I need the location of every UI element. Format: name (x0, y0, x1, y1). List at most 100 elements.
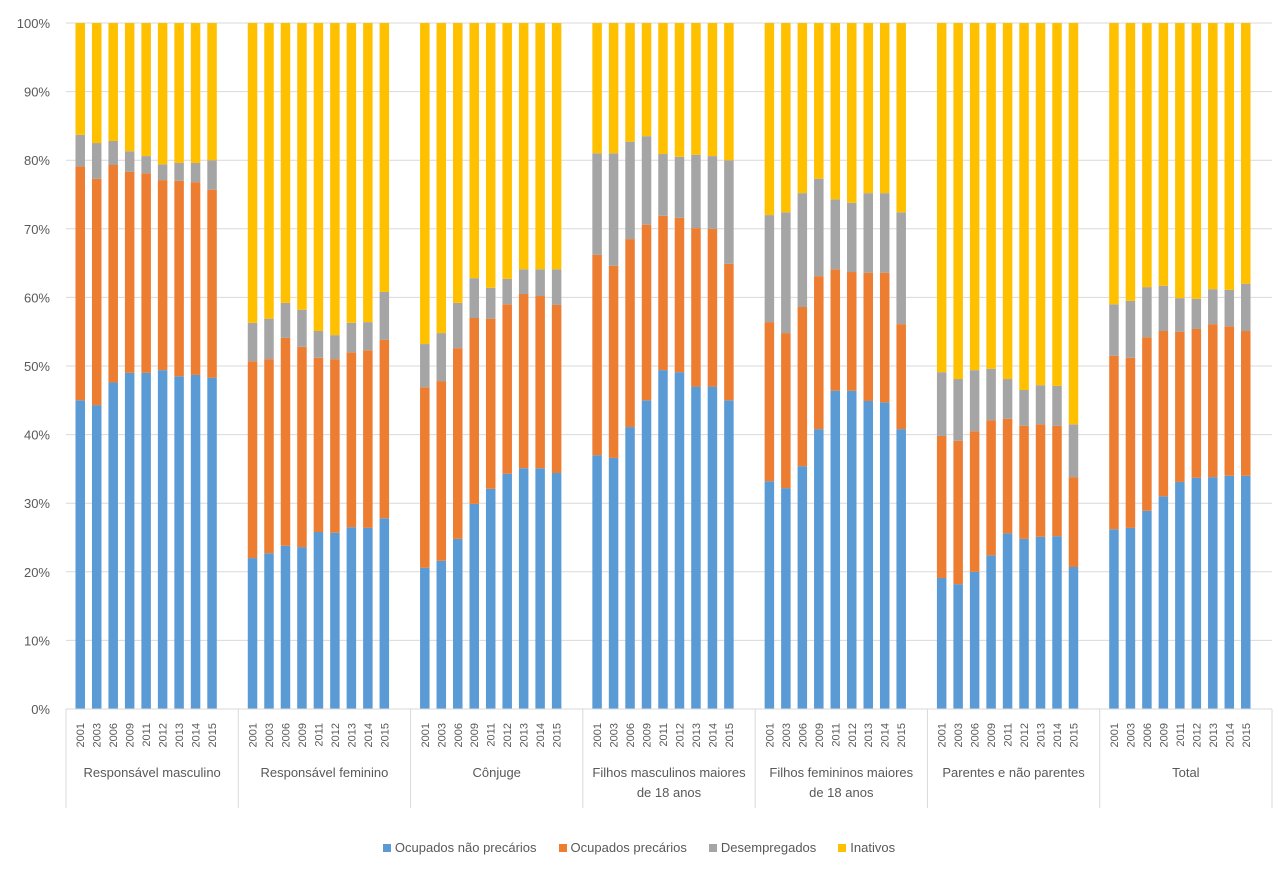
bar-segment-inativos (625, 23, 635, 142)
bar-segment-ocupados-n-o-prec-rios (75, 400, 85, 709)
bar-segment-inativos (313, 23, 324, 332)
bar-segment-ocupados-prec-rios (91, 178, 102, 406)
bar-segment-inativos (1224, 23, 1235, 290)
bar-segment-ocupados-prec-rios (608, 265, 619, 458)
x-tick-label: 2013 (1208, 723, 1220, 747)
x-tick-label: 2006 (970, 723, 982, 747)
legend-swatch (382, 843, 391, 852)
bar-segment-inativos (436, 23, 447, 334)
x-tick-label: 2001 (248, 723, 260, 747)
bar-segment-desempregados (1068, 424, 1079, 478)
x-tick-label: 2014 (707, 723, 719, 747)
bar-segment-ocupados-prec-rios (1191, 328, 1202, 478)
x-tick-label: 2012 (847, 723, 859, 747)
bar-segment-ocupados-prec-rios (1125, 357, 1136, 528)
bar-segment-inativos (691, 23, 701, 155)
bar-segment-inativos (346, 23, 357, 323)
stacked-bar-chart: 0%10%20%30%40%50%60%70%80%90%100% 2001 20… (17, 16, 1273, 808)
bar-group (247, 23, 390, 709)
bar-segment-desempregados (124, 151, 135, 172)
x-tick-label: 2011 (486, 723, 498, 747)
bar-segment-inativos (379, 23, 390, 292)
bar-segment-inativos (1035, 23, 1046, 386)
bar-segment-ocupados-prec-rios (936, 435, 947, 578)
bar-segment-inativos (453, 23, 463, 303)
bar-segment-inativos (469, 23, 479, 279)
bar-group (1109, 23, 1251, 709)
bar-segment-ocupados-n-o-prec-rios (797, 466, 808, 709)
bar-segment-ocupados-n-o-prec-rios (313, 532, 324, 709)
x-tick-label: 2012 (330, 723, 342, 747)
bar-segment-ocupados-n-o-prec-rios (157, 370, 168, 709)
bar-segment-ocupados-n-o-prec-rios (625, 427, 635, 709)
bar-segment-inativos (724, 23, 734, 161)
x-tick-label: 2015 (379, 723, 391, 747)
bar-segment-ocupados-n-o-prec-rios (346, 527, 357, 709)
bar-segment-ocupados-n-o-prec-rios (1125, 527, 1136, 709)
bar-segment-inativos (297, 23, 307, 310)
x-tick-label: 2001 (75, 723, 87, 747)
bar-segment-ocupados-n-o-prec-rios (1052, 536, 1062, 709)
bar-segment-desempregados (1109, 304, 1119, 356)
group-label: Total (1172, 765, 1200, 780)
group-label: Cônjuge (472, 765, 520, 780)
bar-segment-inativos (551, 23, 562, 270)
legend-item: Ocupados precários (558, 840, 687, 855)
group-label: Responsável feminino (260, 765, 388, 780)
legend-swatch (558, 843, 567, 852)
bar-segment-ocupados-n-o-prec-rios (264, 553, 274, 709)
bar-segment-desempregados (346, 322, 357, 353)
bar-segment-ocupados-n-o-prec-rios (108, 382, 118, 709)
bar-segment-inativos (141, 23, 151, 157)
bar-segment-desempregados (1019, 390, 1029, 426)
x-tick-label: 2015 (1241, 723, 1253, 747)
bar-segment-ocupados-n-o-prec-rios (1224, 475, 1235, 709)
bar-segment-ocupados-prec-rios (363, 350, 373, 528)
y-tick-label: 0% (31, 702, 50, 717)
bar-segment-desempregados (1208, 289, 1218, 325)
bar-segment-ocupados-prec-rios (781, 333, 791, 489)
x-tick-label: 2006 (453, 723, 465, 747)
bar-segment-ocupados-prec-rios (1035, 424, 1046, 537)
bar-segment-inativos (863, 23, 873, 194)
x-tick-label: 2003 (264, 723, 276, 747)
group-label: Responsável masculino (83, 765, 220, 780)
bar-segment-ocupados-prec-rios (346, 352, 357, 528)
bar-segment-ocupados-prec-rios (502, 304, 512, 474)
bar-segment-inativos (75, 23, 85, 135)
x-tick-label: 2003 (1125, 723, 1137, 747)
bar-segment-ocupados-n-o-prec-rios (1068, 566, 1079, 709)
bar-segment-ocupados-prec-rios (485, 318, 496, 489)
bar-segment-ocupados-n-o-prec-rios (691, 386, 701, 709)
x-tick-label: 2013 (691, 723, 703, 747)
bar-segment-desempregados (157, 164, 168, 181)
bar-segment-ocupados-n-o-prec-rios (830, 390, 841, 709)
bar-segment-desempregados (830, 199, 841, 270)
x-tick-label: 2014 (535, 723, 547, 747)
bar-segment-ocupados-prec-rios (280, 337, 291, 546)
bar-segment-desempregados (75, 134, 85, 167)
bar-segment-inativos (1109, 23, 1119, 305)
x-axis: 2001 2003 2006 2009 2011 2012 2013 2014 2015 Resp… (65, 708, 1273, 808)
bar-segment-ocupados-n-o-prec-rios (436, 560, 447, 709)
bar-segment-desempregados (847, 202, 857, 273)
x-tick-label: 2011 (1175, 723, 1187, 747)
bar-segment-ocupados-n-o-prec-rios (847, 390, 857, 709)
x-tick-label: 2001 (937, 723, 949, 747)
bar-segment-inativos (502, 23, 512, 279)
bar-segment-desempregados (674, 156, 685, 218)
x-tick-label: 2001 (420, 723, 432, 747)
bar-segment-desempregados (1142, 287, 1152, 338)
bar-segment-ocupados-n-o-prec-rios (551, 473, 562, 709)
bar-segment-ocupados-prec-rios (674, 217, 685, 373)
legend-item: Inativos (838, 840, 895, 855)
bar-segment-inativos (830, 23, 841, 200)
bar-segment-inativos (247, 23, 258, 323)
bar-segment-ocupados-n-o-prec-rios (1109, 529, 1119, 709)
bar-segment-desempregados (896, 212, 906, 325)
bar-segment-ocupados-prec-rios (1002, 418, 1013, 534)
x-tick-label: 2003 (781, 723, 793, 747)
bar-segment-desempregados (1175, 298, 1185, 332)
bar-segment-inativos (936, 23, 947, 373)
bar-segment-ocupados-n-o-prec-rios (1175, 481, 1185, 709)
